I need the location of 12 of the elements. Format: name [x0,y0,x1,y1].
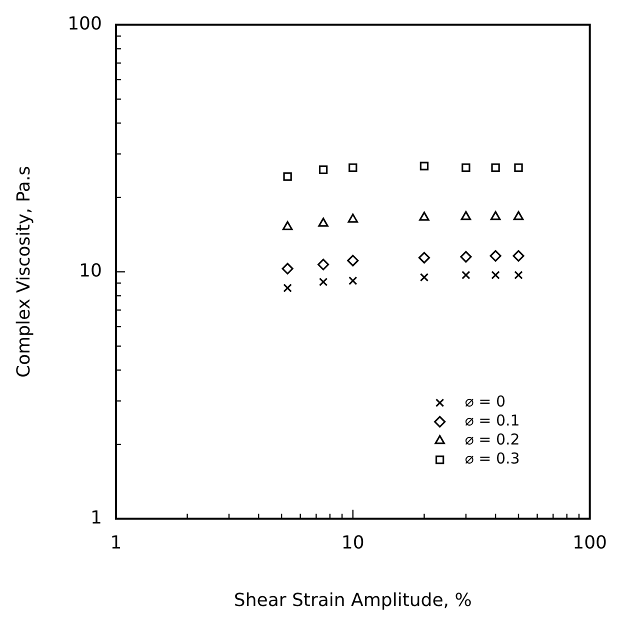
y-tick-label: 10 [79,260,102,282]
legend-label: ⌀ = 0.3 [464,450,520,468]
y-axis-title: Complex Viscosity, Pa.s [13,166,34,378]
y-tick-label: 100 [68,13,102,34]
x-tick-label: 1 [110,532,122,554]
legend-label: ⌀ = 0 [464,392,506,411]
legend-label: ⌀ = 0.2 [464,430,520,449]
x-axis-title: Shear Strain Amplitude, % [234,590,472,611]
x-tick-label: 10 [341,532,364,554]
legend-label: ⌀ = 0.1 [464,412,520,430]
y-tick-label: 1 [90,507,102,528]
x-tick-label: 100 [572,532,607,554]
